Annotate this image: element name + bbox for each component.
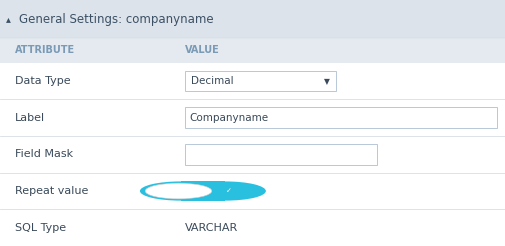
FancyBboxPatch shape xyxy=(184,144,376,165)
Text: SQL Type: SQL Type xyxy=(15,223,66,233)
Bar xyxy=(180,182,225,201)
Text: General Settings: companyname: General Settings: companyname xyxy=(19,13,214,26)
Text: Decimal: Decimal xyxy=(190,76,233,86)
Text: VARCHAR: VARCHAR xyxy=(184,223,237,233)
Ellipse shape xyxy=(145,183,212,199)
FancyBboxPatch shape xyxy=(0,63,505,99)
FancyBboxPatch shape xyxy=(184,71,336,91)
Text: ATTRIBUTE: ATTRIBUTE xyxy=(15,46,75,55)
FancyBboxPatch shape xyxy=(184,108,496,128)
FancyBboxPatch shape xyxy=(0,38,505,63)
FancyBboxPatch shape xyxy=(0,99,505,136)
Text: Field Mask: Field Mask xyxy=(15,149,73,159)
FancyBboxPatch shape xyxy=(0,209,505,246)
Ellipse shape xyxy=(140,182,221,201)
Text: ▼: ▼ xyxy=(324,77,330,86)
FancyBboxPatch shape xyxy=(0,0,505,38)
FancyBboxPatch shape xyxy=(0,173,505,209)
Text: ✓: ✓ xyxy=(226,188,232,194)
FancyBboxPatch shape xyxy=(0,136,505,173)
Text: Data Type: Data Type xyxy=(15,76,71,86)
Ellipse shape xyxy=(184,182,265,201)
Text: Companyname: Companyname xyxy=(189,113,268,123)
Text: ▴: ▴ xyxy=(6,14,11,24)
Text: Label: Label xyxy=(15,113,45,123)
Text: VALUE: VALUE xyxy=(184,46,219,55)
Text: Repeat value: Repeat value xyxy=(15,186,88,196)
